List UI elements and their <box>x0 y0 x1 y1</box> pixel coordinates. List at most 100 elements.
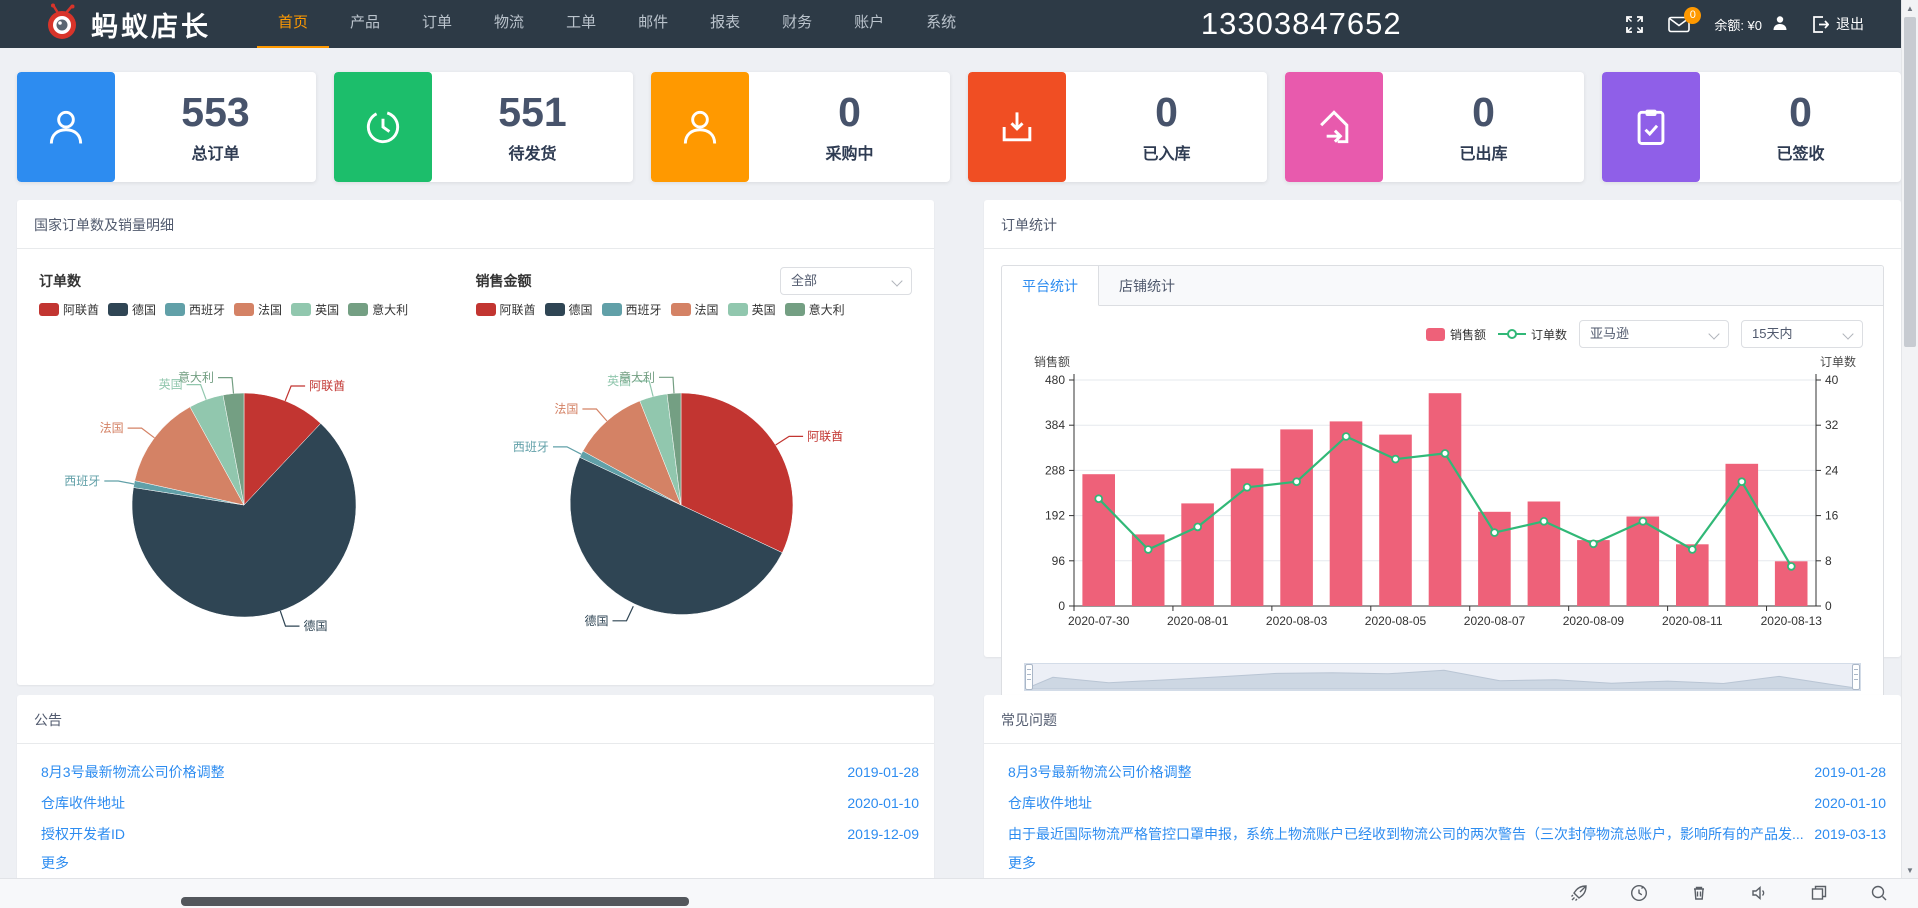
menu-item-home[interactable]: 首页 <box>257 0 330 48</box>
stat-value: 0 <box>1472 89 1495 136</box>
tab-platform-stats[interactable]: 平台统计 <box>1002 266 1099 306</box>
stat-value: 0 <box>838 89 861 136</box>
sales-swatch <box>1425 327 1445 341</box>
menu-item-logistics[interactable]: 物流 <box>494 14 525 31</box>
announcements-panel: 公告 8月3号最新物流公司价格调整 2019-01-28 仓库收件地址 2020… <box>17 695 934 891</box>
legend-france[interactable]: 法国 <box>670 301 719 318</box>
faq-more-link[interactable]: 更多 <box>1008 855 1036 871</box>
menu-item-mail[interactable]: 邮件 <box>638 14 669 31</box>
legend-germany[interactable]: 德国 <box>108 301 156 318</box>
stat-card-total-orders[interactable]: 553 总订单 <box>17 72 316 182</box>
menu-item-orders[interactable]: 订单 <box>422 14 453 31</box>
legend-italy[interactable]: 意大利 <box>784 301 845 318</box>
svg-text:2020-08-05: 2020-08-05 <box>1365 614 1427 628</box>
legend-germany[interactable]: 德国 <box>544 301 593 318</box>
tab-shop-stats[interactable]: 店铺统计 <box>1119 278 1175 294</box>
svg-text:192: 192 <box>1045 509 1065 523</box>
announcement-link[interactable]: 仓库收件地址 <box>41 794 125 811</box>
svg-text:2020-08-03: 2020-08-03 <box>1266 614 1328 628</box>
legend-italy[interactable]: 意大利 <box>348 301 408 318</box>
legend-uk[interactable]: 英国 <box>291 301 339 318</box>
stat-label: 采购中 <box>825 145 874 163</box>
legend-france[interactable]: 法国 <box>234 301 282 318</box>
search-zoom-icon[interactable] <box>1870 884 1888 902</box>
svg-text:西班牙: 西班牙 <box>64 474 100 488</box>
svg-text:德国: 德国 <box>584 613 608 628</box>
announcement-link[interactable]: 8月3号最新物流公司价格调整 <box>41 763 225 780</box>
trash-icon[interactable] <box>1690 884 1708 902</box>
legend-spain[interactable]: 西班牙 <box>601 301 662 318</box>
stat-label: 待发货 <box>508 145 557 163</box>
stat-card-purchasing[interactable]: 0 采购中 <box>651 72 950 182</box>
legend-uae[interactable]: 阿联酋 <box>39 301 99 318</box>
list-item: 授权开发者ID 2019-12-09 <box>41 818 919 849</box>
stat-label: 已签收 <box>1776 145 1825 163</box>
stat-value: 551 <box>498 89 567 136</box>
brand[interactable]: 蚂蚁店长 <box>44 3 211 46</box>
inbox-in-icon <box>968 72 1066 182</box>
announcements-title: 公告 <box>17 695 934 744</box>
faq-link[interactable]: 仓库收件地址 <box>1008 794 1092 811</box>
svg-text:40: 40 <box>1825 373 1839 387</box>
list-item: 仓库收件地址 2020-01-10 <box>1008 787 1886 818</box>
legend-spain[interactable]: 西班牙 <box>165 301 225 318</box>
scroll-up-arrow-icon[interactable]: ▲ <box>1906 3 1914 13</box>
datazoom-right-handle[interactable] <box>1852 664 1860 690</box>
stat-card-to-ship[interactable]: 551 待发货 <box>334 72 633 182</box>
stat-card-signed[interactable]: 0 已签收 <box>1602 72 1901 182</box>
legend-orders[interactable]: 订单数 <box>1497 326 1567 343</box>
date-range-select[interactable]: 15天内 <box>1741 320 1863 348</box>
svg-text:2020-08-11: 2020-08-11 <box>1662 614 1723 628</box>
fullscreen-icon[interactable] <box>1625 15 1644 34</box>
svg-text:意大利: 意大利 <box>178 370 214 385</box>
menu-item-account[interactable]: 账户 <box>854 14 885 31</box>
stat-card-outbound[interactable]: 0 已出库 <box>1285 72 1584 182</box>
line-marker-icon <box>1497 329 1526 339</box>
svg-text:2020-08-13: 2020-08-13 <box>1761 614 1823 628</box>
country-filter-select[interactable]: 全部 <box>780 267 912 295</box>
mail-notification-icon[interactable]: 0 <box>1668 6 1702 33</box>
announcement-date: 2019-12-09 <box>847 825 919 842</box>
menu-item-finance[interactable]: 财务 <box>782 14 813 31</box>
speed-mode-icon[interactable] <box>1630 884 1648 902</box>
scroll-down-arrow-icon[interactable]: ▼ <box>1906 865 1914 875</box>
legend-uae[interactable]: 阿联酋 <box>475 301 536 318</box>
datazoom-slider[interactable] <box>1024 663 1861 691</box>
svg-text:法国: 法国 <box>554 402 578 416</box>
svg-text:2020-08-01: 2020-08-01 <box>1167 614 1229 628</box>
legend-sales[interactable]: 销售额 <box>1425 326 1486 343</box>
stat-label: 已入库 <box>1142 145 1191 163</box>
faq-link[interactable]: 由于最近国际物流严格管控口罩申报，系统上物流账户已经收到物流公司的两次警告（三次… <box>1008 825 1804 842</box>
vertical-scrollbar[interactable]: ▲ ▼ <box>1901 0 1918 878</box>
menu-item-system[interactable]: 系统 <box>926 14 957 31</box>
logout-button[interactable]: 退出 <box>1812 14 1864 34</box>
vertical-scroll-thumb[interactable] <box>1904 17 1916 347</box>
menu-item-reports[interactable]: 报表 <box>710 14 741 31</box>
svg-text:销售额: 销售额 <box>1034 354 1070 369</box>
stat-card-inbound[interactable]: 0 已入库 <box>968 72 1267 182</box>
svg-text:24: 24 <box>1825 463 1839 477</box>
svg-text:2020-08-07: 2020-08-07 <box>1464 614 1526 628</box>
announcement-link[interactable]: 授权开发者ID <box>41 825 125 842</box>
horizontal-scroll-thumb[interactable] <box>181 897 689 906</box>
window-layout-icon[interactable] <box>1810 884 1828 902</box>
svg-text:288: 288 <box>1045 463 1065 477</box>
legend-uk[interactable]: 英国 <box>727 301 776 318</box>
menu-item-products[interactable]: 产品 <box>350 14 381 31</box>
orders-pie-section: 订单数 阿联酋 德国 西班牙 法国 英国 意大利 阿联酋 德国 西班牙 法国 英国 意大利 <box>39 267 476 660</box>
faq-link[interactable]: 8月3号最新物流公司价格调整 <box>1008 763 1192 780</box>
speaker-icon[interactable] <box>1750 884 1768 902</box>
user-icon <box>651 72 749 182</box>
announcements-more-link[interactable]: 更多 <box>41 855 69 871</box>
mail-badge: 0 <box>1684 6 1702 24</box>
orders-pie-title: 订单数 <box>39 273 81 289</box>
faq-date: 2019-01-28 <box>1814 763 1886 780</box>
rocket-boost-icon[interactable] <box>1570 884 1588 902</box>
user-avatar-icon[interactable] <box>1772 15 1788 34</box>
platform-select[interactable]: 亚马逊 <box>1579 320 1729 348</box>
datazoom-left-handle[interactable] <box>1025 664 1033 690</box>
menu-item-workorders[interactable]: 工单 <box>566 14 597 31</box>
sales-orders-bar-chart[interactable]: 0 0 96 8 192 16 288 24 384 32 480 40 销售额 订单数 2020-07-3… <box>1016 354 1872 654</box>
